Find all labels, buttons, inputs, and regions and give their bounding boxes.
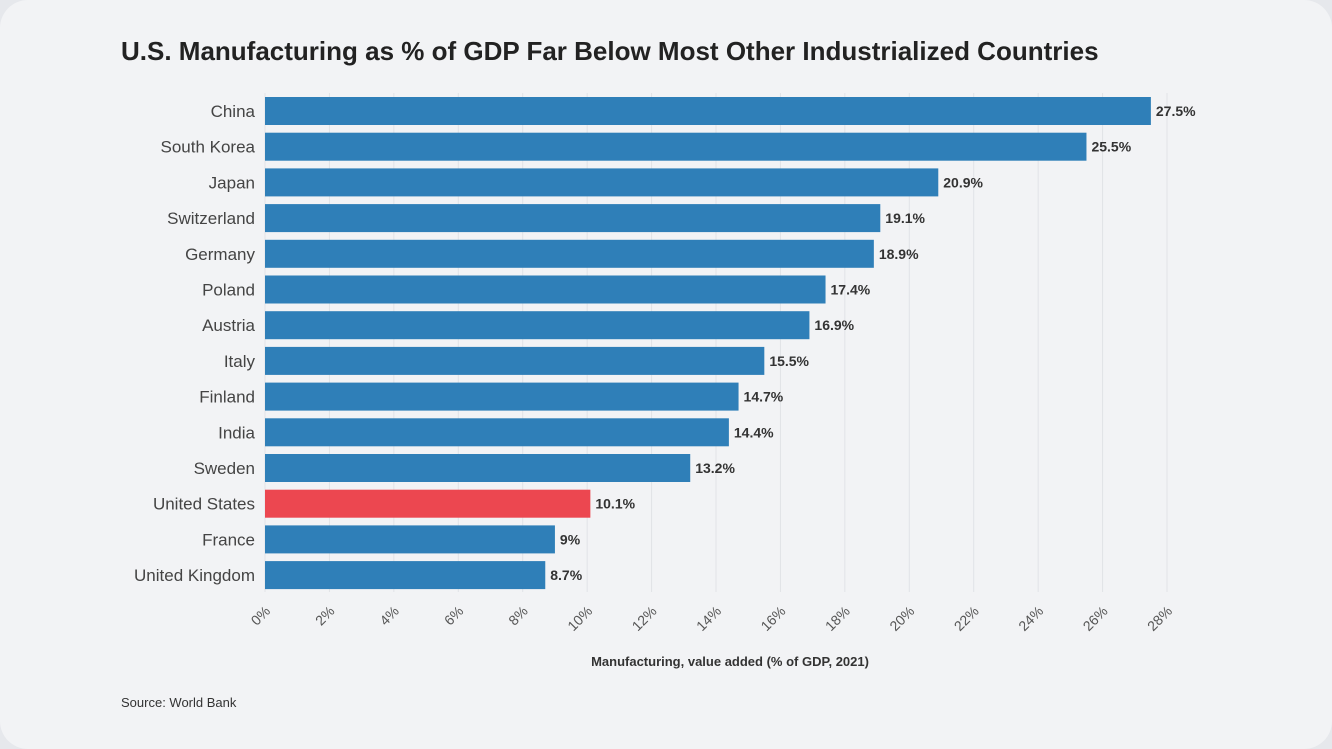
value-label: 14.7% <box>744 389 784 405</box>
value-label: 25.5% <box>1091 139 1131 155</box>
category-label: India <box>218 423 255 442</box>
category-label: South Korea <box>160 138 255 157</box>
category-label: Japan <box>209 173 255 192</box>
value-label: 27.5% <box>1156 103 1196 119</box>
category-label: Italy <box>224 352 256 371</box>
bar <box>265 239 874 268</box>
category-label: France <box>202 530 255 549</box>
x-tick-label: 10% <box>564 603 595 634</box>
value-label: 9% <box>560 531 581 547</box>
category-label: Sweden <box>194 459 255 478</box>
bar <box>265 454 691 482</box>
value-label: 16.9% <box>814 317 854 333</box>
x-tick-label: 26% <box>1080 603 1111 634</box>
x-tick-labels: 0% 2% 4% 6% 8% 10% 12% 14% 16% 18% 20% 22% 24% 26% 28% <box>247 603 1175 634</box>
category-label: Finland <box>199 388 255 407</box>
bar <box>265 382 739 411</box>
x-tick-label: 20% <box>886 603 917 634</box>
bar <box>265 168 939 197</box>
source-note: Source: World Bank <box>121 695 237 710</box>
chart-title: U.S. Manufacturing as % of GDP Far Below… <box>121 36 1099 66</box>
x-tick-label: 8% <box>505 603 531 629</box>
x-tick-label: 4% <box>376 603 402 629</box>
category-label: United Kingdom <box>134 566 255 585</box>
bar <box>265 132 1087 161</box>
value-label: 19.1% <box>885 210 925 226</box>
x-tick-label: 18% <box>822 603 853 634</box>
category-label: Germany <box>185 245 255 264</box>
category-label: Austria <box>202 316 255 335</box>
bar <box>265 525 555 554</box>
x-tick-label: 24% <box>1015 603 1046 634</box>
category-label: Switzerland <box>167 209 255 228</box>
x-tick-label: 6% <box>441 603 467 629</box>
bar <box>265 418 729 447</box>
bar <box>265 311 810 340</box>
category-labels: China South Korea Japan Switzerland Germany P… <box>134 102 256 585</box>
value-label: 18.9% <box>879 246 919 262</box>
x-tick-label: 22% <box>951 603 982 634</box>
bar <box>265 97 1151 125</box>
bar <box>265 561 546 590</box>
value-label: 14.4% <box>734 424 774 440</box>
x-tick-label: 16% <box>757 603 788 634</box>
x-axis-label: Manufacturing, value added (% of GDP, 20… <box>591 654 869 669</box>
bar <box>265 346 765 375</box>
category-label: Poland <box>202 281 255 300</box>
value-label: 17.4% <box>831 282 871 298</box>
x-tick-label: 2% <box>312 603 338 629</box>
value-label: 13.2% <box>695 460 735 476</box>
x-tick-label: 14% <box>693 603 724 634</box>
bar <box>265 204 881 233</box>
value-label: 8.7% <box>550 567 582 583</box>
bar <box>265 489 591 518</box>
x-tick-label: 12% <box>629 603 660 634</box>
category-label: United States <box>153 495 255 514</box>
bars <box>265 97 1151 590</box>
bar <box>265 275 826 304</box>
category-label: China <box>211 102 256 121</box>
value-label: 10.1% <box>595 496 635 512</box>
x-tick-label: 0% <box>247 603 273 629</box>
value-label: 20.9% <box>943 174 983 190</box>
x-tick-label: 28% <box>1144 603 1175 634</box>
value-labels: 27.5% 25.5% 20.9% 19.1% 18.9% 17.4% 16.9% 15.5%… <box>550 103 1196 583</box>
value-label: 15.5% <box>769 353 809 369</box>
